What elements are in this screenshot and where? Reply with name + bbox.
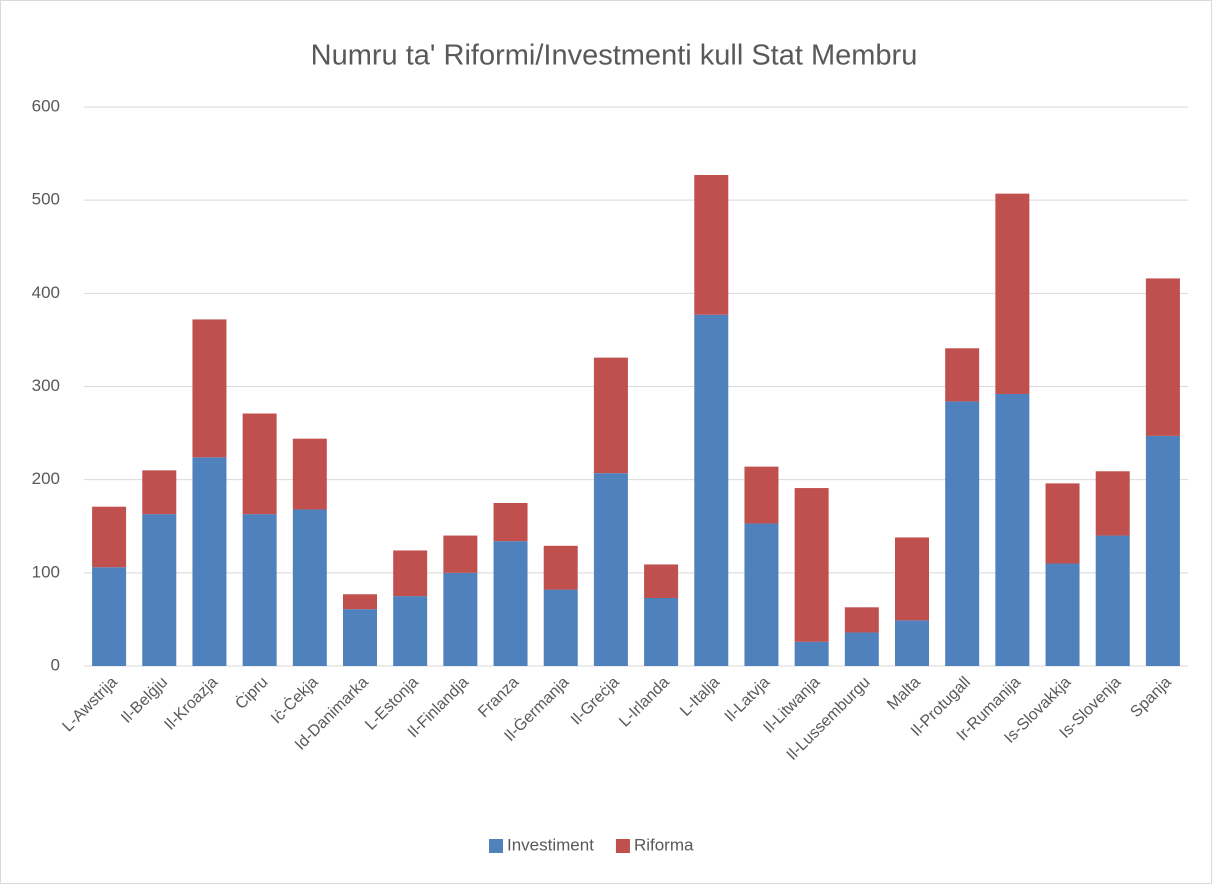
bar-segment [694, 314, 729, 666]
bar-segment [92, 567, 127, 666]
bar-segment [543, 545, 578, 590]
legend-swatch [489, 839, 503, 853]
bar-segment [242, 514, 277, 666]
bar-segment [1045, 483, 1080, 564]
bar-segment [292, 438, 327, 510]
y-tick-label: 200 [32, 469, 60, 488]
legend-swatch [615, 839, 630, 853]
bar-segment [92, 506, 127, 568]
bar-segment [343, 609, 377, 666]
bar-segment [844, 607, 879, 633]
y-tick-label: 0 [51, 655, 60, 674]
bar-segment [1095, 471, 1130, 536]
bar-segment [242, 413, 277, 515]
bar-segment [593, 357, 628, 474]
bar-segment [995, 393, 1030, 666]
bar-segment [644, 564, 679, 598]
bar-segment [493, 541, 528, 666]
bar-segment [744, 466, 779, 524]
bar-segment [895, 537, 929, 621]
chart-title: Numru ta' Riformi/Investmenti kull Stat … [311, 40, 918, 72]
bar-segment [844, 632, 879, 666]
bar-segment [142, 470, 177, 515]
bar-segment [1145, 278, 1180, 436]
bar-segment [1145, 435, 1180, 666]
bar-segment [794, 641, 829, 666]
bar-segment [1045, 563, 1080, 666]
bar-segment [644, 597, 679, 666]
bar-segment [543, 589, 578, 666]
y-tick-label: 100 [32, 562, 60, 581]
bar-segment [1095, 535, 1130, 666]
bar-segment [945, 348, 980, 402]
y-tick-label: 500 [32, 190, 60, 209]
y-tick-label: 300 [32, 376, 60, 395]
bar-segment [895, 620, 929, 666]
legend-label: Investiment [507, 835, 594, 854]
bar-segment [393, 550, 428, 597]
bar-segment [794, 488, 829, 642]
bar-segment [694, 175, 729, 315]
y-tick-label: 600 [32, 96, 60, 115]
bar-segment [744, 523, 779, 666]
y-tick-label: 400 [32, 283, 60, 302]
bar-segment [343, 594, 377, 610]
bar-segment [995, 193, 1030, 394]
bar-segment [393, 596, 428, 666]
bar-segment [443, 535, 478, 573]
legend-label: Riforma [634, 835, 694, 854]
bar-segment [593, 473, 628, 666]
bar-segment [443, 572, 478, 666]
bar-segment [192, 319, 227, 458]
bar-segment [493, 502, 528, 542]
bar-segment [192, 457, 227, 666]
bar-segment [142, 514, 177, 666]
bar-segment [292, 509, 327, 666]
bar-segment [945, 401, 980, 666]
